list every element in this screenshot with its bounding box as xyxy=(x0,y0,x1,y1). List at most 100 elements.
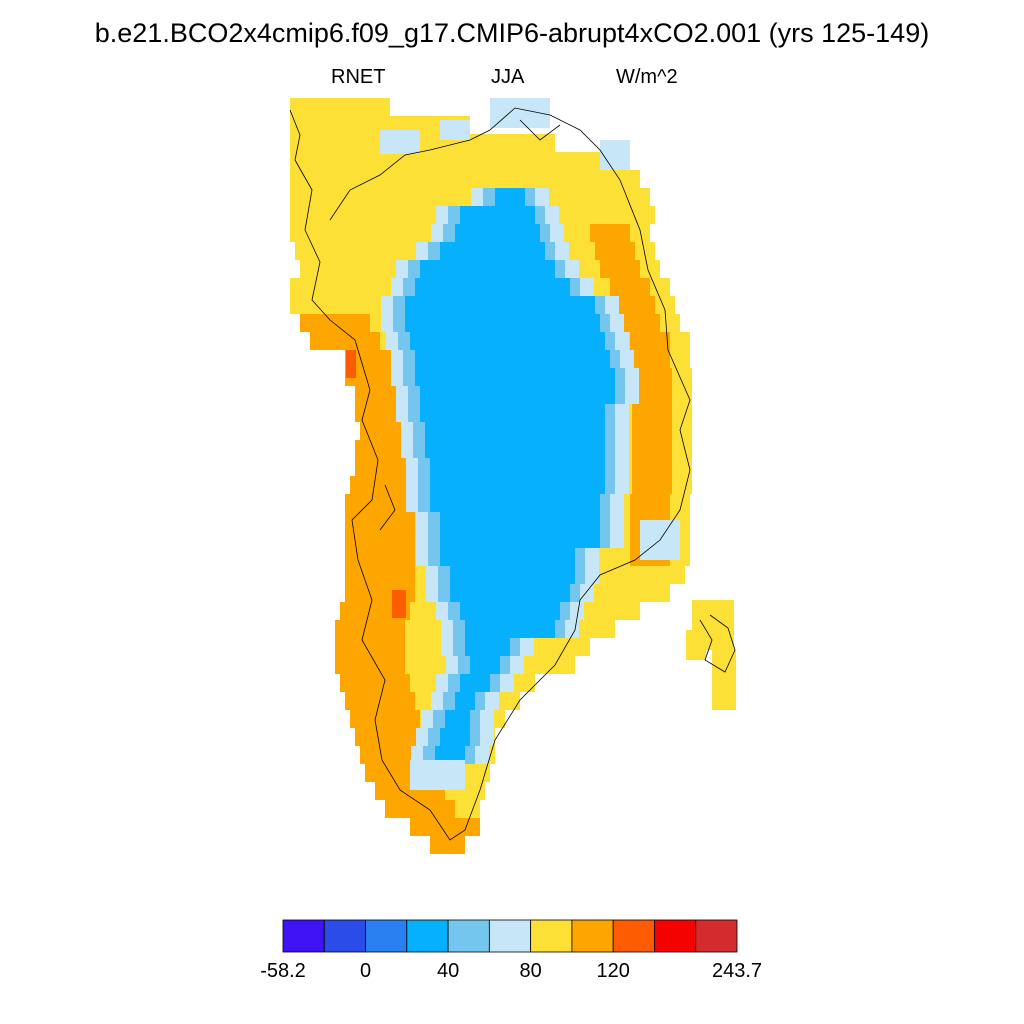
grid-cell xyxy=(632,368,672,386)
colorbar-box xyxy=(695,919,738,953)
grid-cell xyxy=(413,422,425,440)
grid-cell xyxy=(605,332,615,350)
grid-cell xyxy=(438,566,450,584)
colorbar-tick-label: -58.2 xyxy=(260,960,306,982)
grid-cell xyxy=(393,296,405,314)
grid-cell xyxy=(632,422,672,440)
grid-cell xyxy=(403,278,415,296)
grid-cell xyxy=(590,224,630,242)
grid-cell xyxy=(420,386,615,404)
grid-cell xyxy=(350,674,410,692)
grid-cell xyxy=(540,224,550,242)
grid-cell xyxy=(555,260,565,278)
colorbar-tick-label: 0 xyxy=(359,960,372,982)
grid-cell xyxy=(575,566,585,584)
grid-cell xyxy=(430,494,600,512)
grid-cell xyxy=(415,368,615,386)
grid-cell xyxy=(420,404,605,422)
grid-cell xyxy=(355,566,415,584)
grid-cell xyxy=(632,440,672,458)
grid-cell xyxy=(620,314,660,332)
grid-cell xyxy=(600,260,640,278)
grid-cell xyxy=(403,368,415,386)
grid-cell xyxy=(632,476,672,494)
grid-cell xyxy=(615,386,625,404)
grid-cell xyxy=(405,314,600,332)
grid-cell xyxy=(525,188,535,206)
grid-cell xyxy=(435,746,465,764)
grid-cell xyxy=(430,476,605,494)
grid-cell xyxy=(475,692,485,710)
grid-cell xyxy=(483,188,495,206)
grid-cell xyxy=(600,494,610,512)
colorbar-box xyxy=(447,919,490,953)
grid-cell xyxy=(686,630,706,660)
grid-cell xyxy=(428,512,440,530)
grid-cell xyxy=(555,620,565,638)
grid-cell xyxy=(605,404,615,422)
grid-cell xyxy=(380,130,420,154)
grid-cell xyxy=(430,836,465,854)
grid-cell xyxy=(346,350,356,378)
grid-cell xyxy=(355,692,415,710)
grid-cell xyxy=(595,242,635,260)
grid-cell xyxy=(438,584,450,602)
grid-cell xyxy=(420,260,555,278)
grid-cell xyxy=(415,278,570,296)
grid-cell xyxy=(410,332,605,350)
grid-cell xyxy=(605,440,615,458)
grid-cell xyxy=(310,332,380,350)
season-label: JJA xyxy=(491,66,525,88)
grid-cell xyxy=(615,368,625,386)
grid-cell xyxy=(470,656,500,674)
grid-cell xyxy=(632,458,672,476)
grid-cell xyxy=(453,638,465,656)
grid-cell xyxy=(443,692,455,710)
grid-cell xyxy=(630,494,670,512)
grid-cell xyxy=(290,152,620,170)
grid-cell xyxy=(440,530,600,548)
grid-cell xyxy=(403,350,415,368)
grid-cell xyxy=(600,140,630,170)
grid-cell xyxy=(490,674,500,692)
grid-cell xyxy=(453,620,465,638)
grid-cell xyxy=(355,548,415,566)
grid-cell xyxy=(408,404,420,422)
grid-cell xyxy=(460,602,560,620)
grid-cell xyxy=(433,710,445,728)
grid-cell xyxy=(428,548,440,566)
grid-cell xyxy=(570,584,580,602)
grid-cell xyxy=(418,458,430,476)
grid-cell xyxy=(428,728,440,746)
grid-cell xyxy=(575,548,585,566)
colorbar-box xyxy=(323,919,366,953)
grid-cell xyxy=(448,206,460,224)
grid-cell xyxy=(355,530,415,548)
grid-cell xyxy=(290,170,640,188)
grid-cell xyxy=(392,590,406,618)
grid-cell xyxy=(450,566,575,584)
grid-cell xyxy=(610,278,650,296)
grid-cell xyxy=(500,656,510,674)
grid-cell xyxy=(630,332,670,350)
grid-cell xyxy=(355,494,415,512)
grid-cell xyxy=(458,656,470,674)
grid-cell xyxy=(345,620,405,638)
grid-cell xyxy=(408,386,420,404)
grid-cell xyxy=(408,260,420,278)
grid-cell xyxy=(570,278,580,296)
grid-cell xyxy=(460,206,535,224)
grid-cell xyxy=(445,710,470,728)
colorbar-box xyxy=(406,919,449,953)
grid-cell xyxy=(290,188,650,206)
grid-cell xyxy=(413,440,425,458)
grid-cell xyxy=(423,746,435,764)
colorbar-tick-label: 243.7 xyxy=(711,960,763,982)
grid-cell xyxy=(495,188,525,206)
grid-cell xyxy=(425,440,605,458)
grid-cell xyxy=(365,728,425,746)
grid-cell xyxy=(290,134,555,152)
colorbar-box xyxy=(612,919,655,953)
grid-cell xyxy=(425,422,605,440)
grid-cell xyxy=(535,206,545,224)
